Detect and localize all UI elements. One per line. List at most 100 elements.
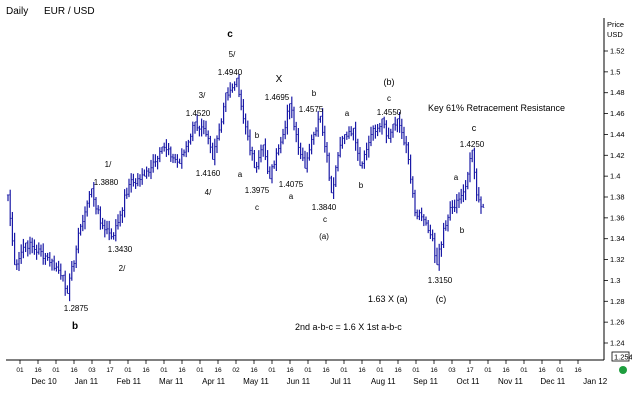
x-day-label: 01 [196,367,204,374]
x-day-label: 01 [304,367,312,374]
y-tick-label: 1.44 [610,130,625,139]
wave-label: c [227,29,233,40]
wave-label: b [72,321,78,332]
price-label: 1.3150 [428,276,453,285]
wave-label: b [460,226,465,235]
price-label: 1.4250 [460,140,485,149]
price-label: 1.4550 [377,108,402,117]
price-bars [6,73,485,302]
x-day-label: 01 [412,367,420,374]
price-label: 1.4940 [218,68,243,77]
x-day-label: 01 [268,367,276,374]
x-day-label: 01 [376,367,384,374]
wave-label: 1/ [105,160,112,169]
y-tick-label: 1.52 [610,47,625,56]
wave-label: c [255,203,259,212]
x-month-label: Apr 11 [202,377,226,386]
x-month-label: Nov 11 [498,377,523,386]
x-day-label: 16 [70,367,78,374]
x-month-label: Dec 11 [540,377,565,386]
x-day-label: 16 [34,367,42,374]
wave-label: (c) [436,294,447,304]
wave-annotations: c 5/ 1.4940 X 1.4695 b 1.4575 a (b) c 1.… [64,29,565,332]
wave-relation-note: 2nd a-b-c = 1.6 X 1st a-b-c [295,322,402,332]
wave-label: b [312,89,317,98]
x-month-label: Jan 11 [75,377,99,386]
wave-label: a [454,173,459,182]
x-month-label: Mar 11 [159,377,184,386]
wave-label: a [289,192,294,201]
x-month-label: Oct 11 [457,377,481,386]
x-day-label: 16 [250,367,258,374]
price-label: 1.3975 [245,186,270,195]
x-day-label: 01 [520,367,528,374]
wave-label: (a) [319,232,329,241]
x-month-label: Dec 10 [31,377,57,386]
price-label: 1.3880 [94,178,119,187]
x-day-label: 17 [106,367,114,374]
y-axis-ticks: 1.52 1.5 1.48 1.46 1.44 1.42 1.4 1.38 1.36 1.34 1.… [604,47,625,348]
price-label: 1.3840 [312,203,337,212]
wave-label: c [472,123,477,133]
x-day-label: 01 [52,367,60,374]
y-tick-label: 1.24 [610,339,625,348]
y-tick-label: 1.38 [610,193,625,202]
y-tick-label: 1.34 [610,234,625,243]
wave-label: a [238,170,243,179]
x-day-label: 16 [394,367,402,374]
price-label: 1.2875 [64,304,89,313]
wave-label: a [345,109,350,118]
x-month-label: Aug 11 [371,377,396,386]
y-tick-label: 1.36 [610,213,625,222]
wave-label: 4/ [205,188,212,197]
x-month-label: Sep 11 [413,377,438,386]
x-day-label: 16 [178,367,186,374]
last-price-box [611,351,630,362]
last-price-label: 1.254 [614,353,632,362]
x-day-label: 16 [322,367,330,374]
x-month-label: Jun 11 [287,377,311,386]
y-tick-label: 1.46 [610,109,625,118]
y-tick-label: 1.26 [610,318,625,327]
x-day-label: 02 [232,367,240,374]
x-day-label: 01 [340,367,348,374]
y-tick-label: 1.48 [610,88,625,97]
x-axis-labels: 01 16 01 16 03 17 01 16 01 16 01 16 02 16 01 16 01 16 01 16… [16,360,608,386]
price-label: 1.4520 [186,109,211,118]
price-label: 1.4075 [279,180,304,189]
y-tick-label: 1.5 [610,67,620,76]
y-tick-label: 1.42 [610,151,625,160]
wave-label: 2/ [119,264,126,273]
x-day-label: 03 [88,367,96,374]
x-month-label: Feb 11 [117,377,142,386]
wave-label: c [323,215,327,224]
x-day-label: 01 [484,367,492,374]
wave-label: b [255,131,260,140]
x-day-label: 16 [286,367,294,374]
price-label: 1.4575 [299,105,324,114]
x-month-label: Jul 11 [330,377,351,386]
x-day-label: 16 [142,367,150,374]
y-axis-title-price: Price [607,20,624,29]
wave-label: 5/ [229,50,236,59]
y-axis-title-currency: USD [607,30,623,39]
resistance-note: Key 61% Retracement Resistance [428,103,565,113]
price-label: 1.3430 [108,245,133,254]
chart-instrument-label: EUR / USD [44,6,95,17]
x-day-label: 01 [160,367,168,374]
y-tick-label: 1.32 [610,255,625,264]
x-day-label: 01 [556,367,564,374]
price-label: 1.4160 [196,169,221,178]
x-day-label: 16 [574,367,582,374]
x-day-label: 03 [448,367,456,374]
y-tick-label: 1.4 [610,172,620,181]
x-day-label: 01 [16,367,24,374]
price-label: 1.4695 [265,93,290,102]
wave-label: c [387,94,391,103]
x-month-label: May 11 [243,377,269,386]
y-tick-label: 1.3 [610,276,620,285]
wave-label: b [359,181,364,190]
x-day-label: 16 [538,367,546,374]
x-day-label: 01 [124,367,132,374]
